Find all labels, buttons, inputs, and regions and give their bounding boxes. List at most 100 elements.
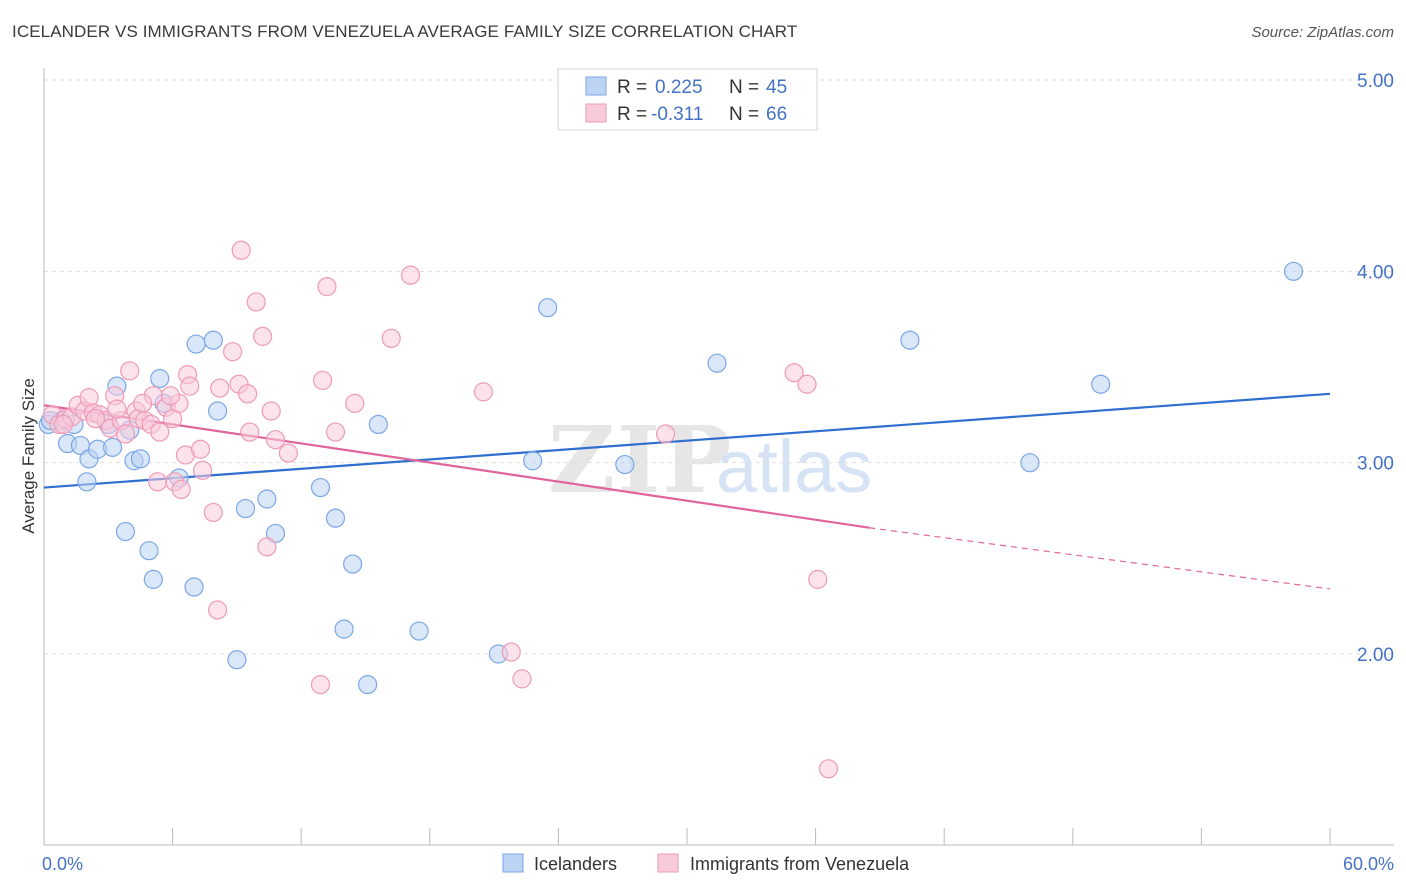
icelander-point-9 [102,437,123,457]
icelander-point-22 [203,330,223,350]
icelander-point-31 [343,554,363,574]
venezuela-point-53 [501,642,521,662]
trend-line-venezuela [43,404,870,529]
icelander-point-20 [184,577,204,597]
icelander-point-5 [77,472,97,492]
legend-r-value-1: -0.311 [651,104,703,125]
legend-r-value-0: 0.225 [655,77,703,98]
icelander-point-24 [227,650,247,670]
bottom-legend-swatch-venezuela [657,853,679,873]
venezuela-point-65 [53,414,73,434]
venezuela-point-36 [231,240,251,260]
icelander-point-36 [523,451,543,471]
venezuela-point-39 [246,292,266,312]
icelander-point-28 [310,477,331,498]
y-tick-label-0: 2.00 [1357,645,1394,666]
venezuela-point-46 [313,370,333,390]
icelander-point-41 [1020,453,1040,473]
venezuela-point-38 [240,422,260,442]
scatter-points [38,240,1304,779]
icelander-point-27 [265,523,286,544]
venezuela-point-33 [210,378,230,398]
legend-n-value-1: 66 [766,104,787,125]
icelander-point-39 [707,353,727,373]
icelander-point-42 [1091,374,1111,394]
venezuela-point-52 [473,382,493,402]
y-tick-labels: 2.00 3.00 4.00 5.00 [1357,71,1394,666]
venezuela-point-44 [278,443,298,463]
icelander-point-11 [115,521,136,542]
venezuela-point-37 [238,384,258,404]
bottom-legend: Icelanders Immigrants from Venezuela [502,853,910,874]
venezuela-point-26 [171,479,191,500]
venezuela-point-29 [190,439,211,459]
bottom-legend-swatch-icelanders [502,853,524,873]
venezuela-point-59 [818,759,839,779]
y-tick-label-2: 4.00 [1357,262,1394,283]
icelander-point-30 [334,619,354,639]
venezuela-point-62 [160,386,181,406]
legend-n-label-1: N = [729,104,759,125]
legend-swatch-icelanders [585,76,607,96]
y-tick-label-1: 3.00 [1357,454,1394,475]
venezuela-point-32 [208,600,228,620]
watermark-zip: ZIP [548,406,733,514]
venezuela-point-60 [107,399,127,419]
x-tick-left: 0.0% [42,854,83,874]
icelander-point-37 [538,298,558,318]
icelander-point-16 [143,569,163,589]
icelander-point-14 [130,449,151,469]
venezuela-point-45 [310,675,331,695]
source-label: Source: ZipAtlas.com [1251,24,1394,41]
axes [43,68,1394,846]
icelander-point-33 [368,414,388,434]
icelander-point-40 [900,330,920,350]
trend-lines [43,392,1331,590]
venezuela-point-63 [85,409,106,429]
trend-line-icelanders [43,392,1331,489]
icelander-point-32 [358,675,378,695]
icelander-point-38 [615,454,635,475]
venezuela-point-30 [193,460,213,480]
icelander-point-23 [208,401,228,421]
legend-n-value-0: 45 [766,77,787,98]
venezuela-point-21 [150,422,170,442]
venezuela-point-47 [317,277,337,297]
venezuela-point-57 [797,374,817,394]
venezuela-point-34 [223,342,243,362]
venezuela-point-14 [120,361,140,381]
venezuela-point-55 [655,424,676,444]
venezuela-point-40 [253,326,273,346]
venezuela-point-42 [261,401,281,421]
icelander-point-15 [139,541,159,561]
y-tick-label-3: 5.00 [1357,71,1394,92]
venezuela-point-49 [345,393,365,413]
icelander-point-26 [257,489,277,509]
legend-n-label-0: N = [729,77,759,98]
legend-swatch-venezuela [585,103,607,123]
venezuela-point-51 [400,265,421,285]
venezuela-point-41 [257,537,277,557]
icelander-point-25 [235,498,256,519]
icelander-point-21 [186,334,206,354]
venezuela-point-56 [784,363,804,383]
legend-r-label-0: R = [617,77,647,98]
venezuela-point-48 [325,422,346,442]
venezuela-point-31 [203,502,223,523]
bottom-legend-icelanders: Icelanders [534,854,617,874]
watermark-atlas: atlas [716,425,872,508]
icelander-point-43 [1283,261,1304,281]
venezuela-point-13 [115,424,136,444]
chart-title: ICELANDER VS IMMIGRANTS FROM VENEZUELA A… [12,22,798,41]
venezuela-point-54 [512,669,532,689]
venezuela-point-64 [180,376,200,396]
x-tick-right: 60.0% [1343,854,1394,874]
venezuela-point-50 [381,328,401,348]
venezuela-point-43 [265,430,286,450]
bottom-legend-venezuela: Immigrants from Venezuela [690,854,910,874]
icelander-point-17 [150,368,170,389]
venezuela-point-61 [132,393,153,413]
legend-box: R = 0.225 N = 45 R = -0.311 N = 66 [557,68,818,131]
y-axis-label: Average Family Size [19,378,38,534]
